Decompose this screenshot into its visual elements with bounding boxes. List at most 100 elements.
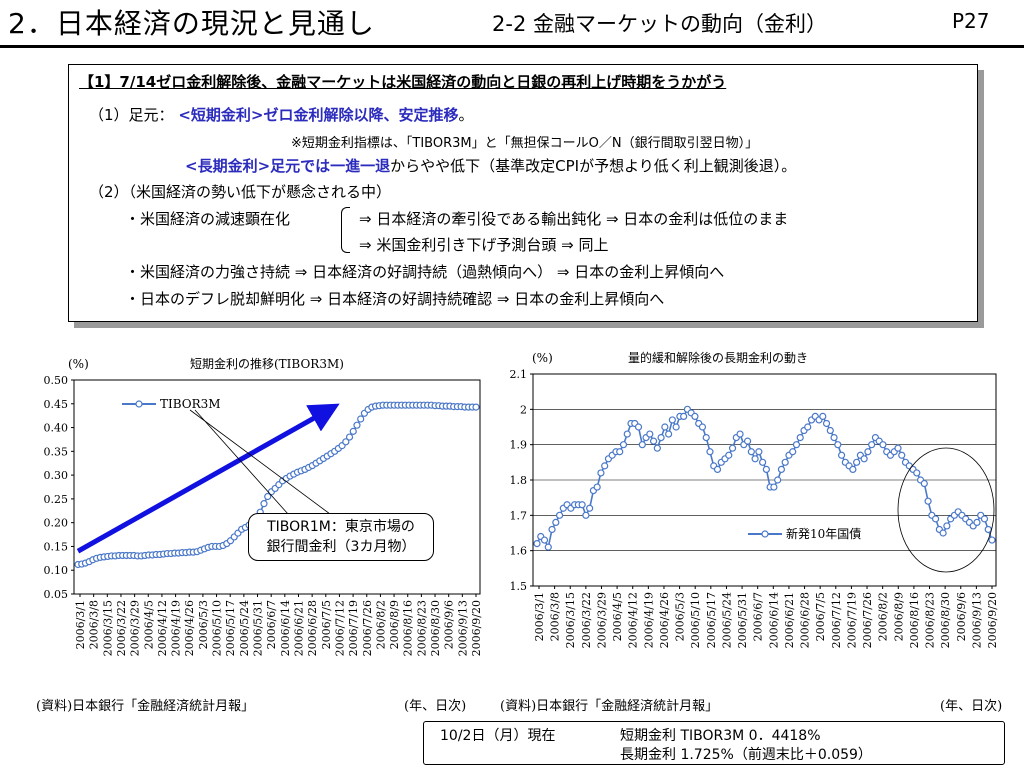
long-rate-xtick-label: 2006/9/6 (955, 592, 968, 641)
summary-box: 【1】7/14ゼロ金利解除後、金融マーケットは米国経済の動向と日銀の再利上げ時期… (68, 64, 978, 322)
long-rate-ytick-label: 1.9 (510, 439, 528, 452)
long-rate-ytick-label: 1.8 (510, 474, 528, 487)
long-rate-data-point (544, 543, 552, 551)
summary-heading: 【1】7/14ゼロ金利解除後、金融マーケットは米国経済の動向と日銀の再利上げ時期… (79, 73, 727, 91)
long-rate-data-point (988, 536, 996, 544)
long-rate-data-point (980, 515, 989, 523)
long-rate-xtick-label: 2006/8/9 (892, 592, 905, 641)
short-rate-xtick-label: 2006/6/14 (279, 600, 292, 656)
long-rate-data-point (751, 455, 759, 463)
long-rate-xtick-label: 2006/7/5 (814, 592, 827, 641)
long-rate-legend-marker (761, 530, 769, 538)
long-rate-xtick-label: 2006/3/22 (580, 592, 593, 648)
long-rate-data-point (743, 437, 752, 445)
short-rate-xtick-label: 2006/3/29 (129, 600, 142, 656)
long-rate-xtick-label: 2006/8/23 (924, 592, 937, 648)
long-rate-data-point (804, 423, 812, 431)
long-rate-xtick-label: 2006/6/28 (799, 592, 812, 648)
scenario-us-rate-cut: ⇒ 米国金利引き下げ予測台頭 ⇒ 同上 (359, 236, 609, 254)
long-rate-data-point (849, 465, 857, 473)
summary-line-current: （1）足元： <短期金利>ゼロ金利解除以降、安定推移。 (89, 104, 473, 125)
long-rate-data-point (593, 483, 601, 491)
long-rate-data-point (691, 412, 699, 420)
long-rate-data-point (774, 476, 782, 484)
long-rate-data-point (781, 458, 789, 466)
short-rate-xtick-label: 2006/3/1 (74, 600, 87, 649)
line1-suffix: 。 (458, 106, 474, 124)
left-chart-source: (資料)日本銀行「金融経済統計月報」 (36, 699, 255, 714)
long-rate-data-point (792, 441, 801, 449)
short-rate-xtick-label: 2006/3/22 (115, 600, 128, 656)
long-rate-data-point (770, 483, 778, 491)
short-rate-data-point (353, 421, 361, 429)
long-rate-data-point (597, 469, 605, 477)
long-rate-data-point (736, 430, 744, 438)
short-rate-xtick-label: 2006/8/16 (402, 600, 415, 656)
short-rate-xtick-label: 2006/7/12 (333, 600, 346, 656)
long-rate-data-point (653, 444, 661, 452)
long-rate-data-point (819, 412, 827, 420)
left-chart-unit: (年、日次) (404, 699, 467, 714)
long-rate-data-point (826, 426, 834, 435)
short-rate-xtick-label: 2006/4/5 (142, 600, 155, 649)
long-rate-data-point (725, 451, 733, 459)
page-title: 2．日本経済の現況と見通し (8, 7, 375, 40)
short-rate-ytick-label: 0.25 (44, 493, 69, 506)
tibor-callout: TIBOR1M：東京市場の 銀行間金利（3カ月物） (248, 513, 434, 561)
short-rate-xtick-label: 2006/4/12 (156, 600, 169, 656)
long-rate-data-point (879, 441, 887, 449)
long-rate-data-point (796, 434, 804, 442)
long-rate-xtick-label: 2006/4/19 (642, 592, 655, 648)
long-rate-data-point (913, 469, 921, 477)
long-rate-data-point (762, 465, 770, 473)
long-rate-data-point (657, 434, 665, 442)
long-rate-ytick-label: 1.5 (510, 580, 528, 593)
long-rate-data-point (789, 448, 797, 456)
long-rate-data-point (755, 448, 763, 456)
short-rate-xtick-label: 2006/8/9 (388, 600, 401, 649)
summary-line-long: <長期金利>足元では一進一退からやや低下（基準改定CPIが予想より低く利上観測後… (185, 155, 796, 176)
long-rate-data-point (759, 458, 767, 466)
scenario-us-slowdown: ・米国経済の減速顕在化 (125, 210, 291, 228)
short-rate-current: 短期金利 TIBOR3M 0．4418% (620, 728, 821, 744)
short-rate-data-point (357, 415, 365, 423)
long-rate-data-point (920, 479, 928, 488)
current-rates-box: 10/2日（月）現在 短期金利 TIBOR3M 0．4418% 長期金利 1.7… (423, 721, 1005, 765)
long-rate-data-point (943, 522, 951, 530)
short-rate-data-point (342, 438, 350, 446)
summary-note: ※短期金利指標は、「TIBOR3M」と「無担保コールO／N（銀行間取引翌日物）」 (291, 136, 759, 151)
long-rate-data-point (747, 448, 755, 456)
short-rate-ytick-label: 0.10 (44, 564, 69, 577)
long-rate-legend-label: 新発10年国債 (786, 526, 861, 541)
long-rate-data-point (582, 511, 590, 519)
long-rate-data-point (860, 455, 868, 463)
callout-leader (194, 409, 289, 515)
short-rate-legend-label: TIBOR3M (160, 397, 221, 411)
long-rate-xtick-label: 2006/6/14 (767, 592, 780, 648)
callout-line-2: 銀行間金利（3カ月物） (266, 539, 416, 555)
long-rate-title: 量的緩和解除後の長期金利の動き (628, 350, 808, 365)
long-rate-xtick-label: 2006/3/1 (533, 592, 546, 641)
long-rate-data-point (661, 423, 669, 431)
long-rate-xtick-label: 2006/6/7 (752, 592, 765, 641)
callout-leader (189, 409, 331, 515)
current-date: 10/2日（月）現在 (440, 728, 556, 744)
long-rate-status: <長期金利>足元では一進一退 (185, 157, 391, 175)
long-rate-data-point (898, 451, 906, 459)
long-rate-data-point (698, 423, 707, 431)
long-rate-data-point (702, 434, 710, 442)
short-rate-xtick-label: 2006/7/19 (347, 600, 360, 656)
long-rate-data-point (822, 419, 831, 428)
long-rate-data-point (924, 497, 932, 505)
short-rate-ytick-label: 0.20 (44, 517, 69, 530)
right-chart-unit: (年、日次) (940, 699, 1003, 714)
long-rate-xtick-label: 2006/3/8 (549, 592, 562, 641)
long-rate-xtick-label: 2006/5/3 (674, 592, 687, 641)
short-rate-data-point (349, 427, 357, 435)
short-rate-ytick-label: 0.45 (44, 398, 69, 411)
long-rate-ylabel: (%) (532, 351, 553, 365)
short-rate-xtick-label: 2006/5/17 (224, 600, 237, 656)
long-rate-xtick-label: 2006/5/17 (705, 592, 718, 648)
long-rate-series-line (536, 407, 993, 550)
long-rate-data-point (586, 504, 594, 512)
